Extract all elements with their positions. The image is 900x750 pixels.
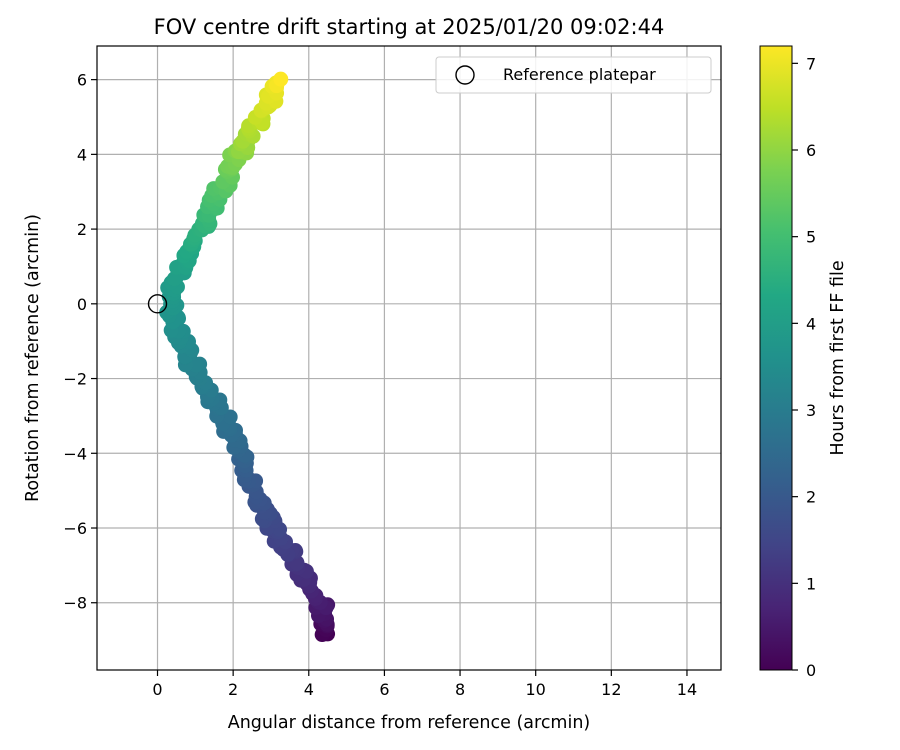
y-axis-ticks: −8 −6 −4 −2 0 2 4 6 <box>63 71 97 613</box>
y-tick-label: 6 <box>77 71 87 90</box>
legend-marker-icon <box>455 65 475 85</box>
y-tick-label: −8 <box>63 594 87 613</box>
y-tick-label: 0 <box>77 295 87 314</box>
colorbar-tick-label: 1 <box>806 574 816 593</box>
legend-box <box>435 56 712 94</box>
y-tick-label: −6 <box>63 519 87 538</box>
x-axis-ticks: 0 2 4 6 8 10 12 14 <box>152 670 697 699</box>
x-axis-label: Angular distance from reference (arcmin) <box>228 713 591 733</box>
x-tick-label: 4 <box>304 680 314 699</box>
y-axis-label: Rotation from reference (arcmin) <box>23 214 43 502</box>
y-tick-label: 2 <box>77 220 87 239</box>
x-tick-label: 0 <box>152 680 162 699</box>
colorbar-tick-label: 4 <box>806 314 816 333</box>
colorbar-tick-label: 7 <box>806 54 816 73</box>
legend: Reference platepar <box>435 56 712 94</box>
x-tick-label: 12 <box>601 680 621 699</box>
colorbar-tick-label: 3 <box>806 401 816 420</box>
y-tick-label: 4 <box>77 145 87 164</box>
colorbar <box>759 45 793 671</box>
colorbar-label: Hours from first FF file <box>828 260 848 455</box>
x-tick-label: 8 <box>455 680 465 699</box>
x-tick-label: 2 <box>228 680 238 699</box>
x-tick-label: 6 <box>379 680 389 699</box>
x-tick-label: 10 <box>526 680 546 699</box>
reference-marker <box>147 294 168 314</box>
scatter-points <box>159 71 336 643</box>
y-tick-label: −4 <box>63 444 87 463</box>
legend-label: Reference platepar <box>503 65 656 84</box>
data-point <box>273 71 289 87</box>
y-tick-label: −2 <box>63 370 87 389</box>
chart-title: FOV centre drift starting at 2025/01/20 … <box>154 15 665 39</box>
colorbar-ticks: 0 1 2 3 4 5 6 7 <box>792 54 816 680</box>
plot-frame <box>96 45 722 671</box>
colorbar-tick-label: 0 <box>806 661 816 680</box>
data-point <box>166 271 182 287</box>
colorbar-tick-label: 5 <box>806 228 816 247</box>
colorbar-tick-label: 2 <box>806 488 816 507</box>
colorbar-tick-label: 6 <box>806 141 816 160</box>
data-point <box>188 357 204 373</box>
x-tick-label: 14 <box>677 680 697 699</box>
